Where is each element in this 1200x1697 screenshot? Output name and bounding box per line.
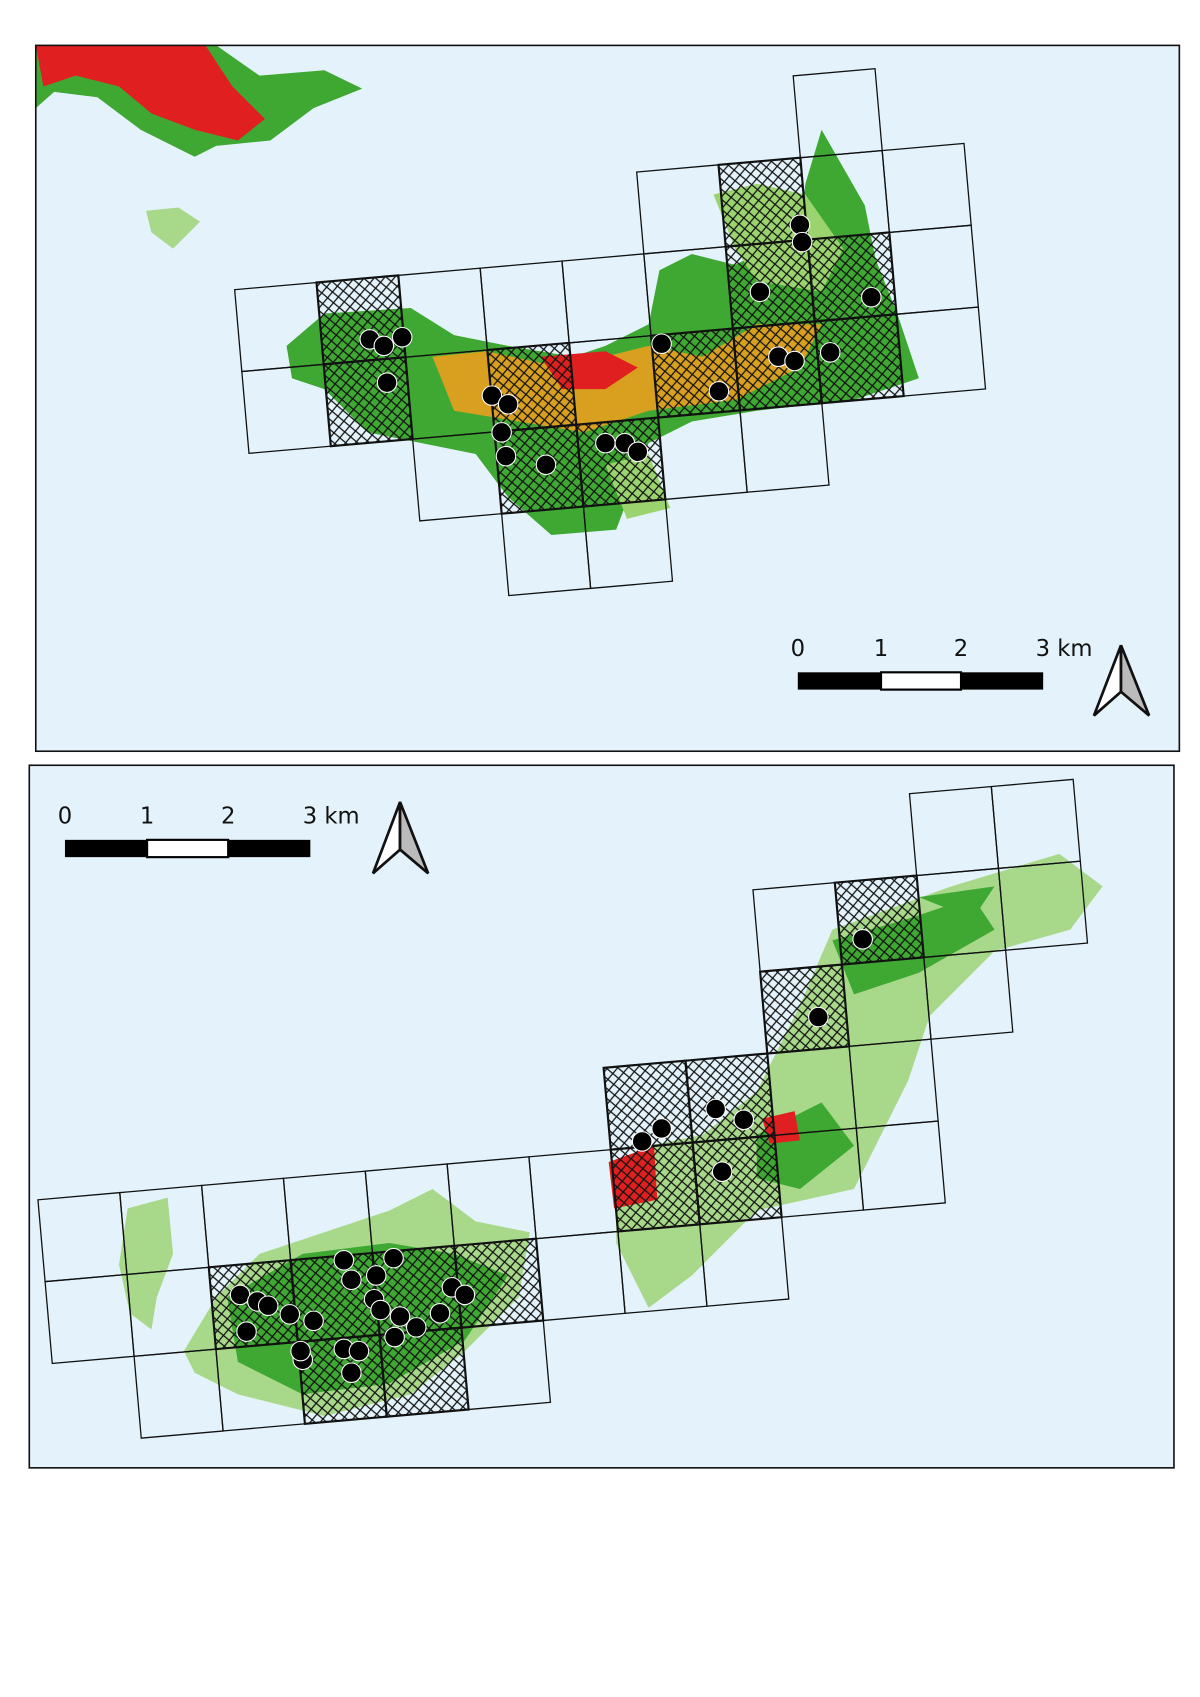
record-point bbox=[365, 1265, 387, 1286]
record-point bbox=[481, 385, 503, 406]
record-point bbox=[784, 350, 805, 372]
record-point bbox=[595, 432, 616, 454]
grid-cell bbox=[997, 860, 1089, 951]
hatched-cell bbox=[691, 1134, 783, 1226]
scale-label: 0 bbox=[791, 636, 805, 662]
record-point bbox=[733, 1109, 755, 1131]
scale-label: 3 km bbox=[303, 804, 360, 830]
record-point bbox=[491, 422, 512, 443]
scale-segment bbox=[146, 838, 230, 859]
record-point bbox=[627, 441, 649, 463]
north-arrow bbox=[1092, 644, 1151, 717]
record-point bbox=[454, 1284, 476, 1306]
record-point bbox=[852, 929, 873, 950]
forest bbox=[756, 886, 995, 1189]
record-point bbox=[497, 393, 519, 415]
scale-segment bbox=[64, 839, 148, 858]
grid-cell bbox=[923, 949, 1014, 1040]
scale-label: 2 bbox=[954, 636, 968, 662]
frame bbox=[34, 44, 1181, 753]
record-point bbox=[373, 335, 395, 357]
record-point bbox=[705, 1098, 726, 1120]
hatched-cell bbox=[833, 874, 925, 966]
record-point bbox=[789, 214, 811, 236]
scale-bar: 0 1 2 3 km bbox=[791, 636, 1093, 691]
urban bbox=[35, 45, 265, 141]
scale-label: 2 bbox=[221, 804, 235, 830]
map-top bbox=[35, 45, 1180, 752]
scale-segment bbox=[797, 672, 882, 690]
record-point bbox=[495, 445, 517, 467]
record-point bbox=[384, 1326, 405, 1348]
grid-cell bbox=[855, 1120, 946, 1211]
record-point bbox=[708, 381, 730, 402]
hatched-cell bbox=[609, 1141, 701, 1233]
record-point bbox=[791, 231, 813, 253]
islet bbox=[119, 1197, 174, 1330]
scale-label: 1 bbox=[140, 804, 154, 830]
hatched-cell bbox=[806, 231, 898, 323]
record-point bbox=[405, 1317, 427, 1338]
record-point bbox=[341, 1362, 362, 1384]
hatched-cell bbox=[575, 416, 667, 508]
scale-segment bbox=[879, 671, 963, 691]
record-point bbox=[819, 342, 841, 363]
scale-segment bbox=[228, 839, 311, 858]
record-point bbox=[631, 1131, 653, 1152]
record-point bbox=[391, 326, 413, 348]
islet bbox=[146, 207, 201, 249]
record-point bbox=[651, 1118, 672, 1139]
record-point bbox=[376, 372, 398, 393]
scale-label: 1 bbox=[874, 636, 888, 662]
record-point bbox=[383, 1247, 404, 1269]
hatched-cell bbox=[684, 1052, 776, 1144]
record-point bbox=[711, 1161, 733, 1182]
scale-label: 3 km bbox=[1036, 636, 1093, 662]
record-point bbox=[341, 1269, 362, 1291]
scale-bar: 0 1 2 3 km bbox=[58, 804, 360, 859]
record-point bbox=[257, 1295, 279, 1316]
grid-cell bbox=[460, 1319, 552, 1411]
record-point bbox=[279, 1304, 301, 1325]
record-point bbox=[389, 1306, 411, 1327]
record-point bbox=[229, 1284, 251, 1306]
record-point bbox=[808, 1006, 829, 1028]
record-point bbox=[348, 1340, 370, 1362]
hatched-cell bbox=[322, 356, 414, 448]
record-point bbox=[303, 1310, 324, 1332]
record-point bbox=[535, 454, 557, 476]
record-point bbox=[236, 1321, 257, 1342]
scale-segment bbox=[961, 672, 1044, 690]
record-point bbox=[749, 281, 771, 303]
hatched-cell bbox=[758, 963, 851, 1055]
records bbox=[359, 214, 882, 476]
hatched-cell bbox=[453, 1237, 545, 1329]
hatched-cell bbox=[486, 341, 578, 434]
north-arrow bbox=[371, 801, 430, 875]
record-point bbox=[290, 1340, 311, 1362]
frame bbox=[28, 764, 1175, 1469]
map-bottom bbox=[29, 765, 1174, 1468]
record-point bbox=[429, 1303, 451, 1324]
grid-cell bbox=[739, 402, 830, 493]
grid-cell bbox=[895, 306, 987, 397]
record-point bbox=[370, 1299, 391, 1321]
record-point bbox=[861, 286, 882, 308]
grid-cell bbox=[699, 1216, 790, 1307]
grid-cell bbox=[582, 498, 674, 590]
island bbox=[286, 129, 919, 536]
hatched-cell bbox=[724, 238, 816, 330]
hatched-cell bbox=[717, 156, 809, 248]
records bbox=[229, 929, 873, 1384]
record-point bbox=[333, 1250, 355, 1271]
record-point bbox=[651, 333, 672, 354]
scale-label: 0 bbox=[58, 804, 72, 830]
